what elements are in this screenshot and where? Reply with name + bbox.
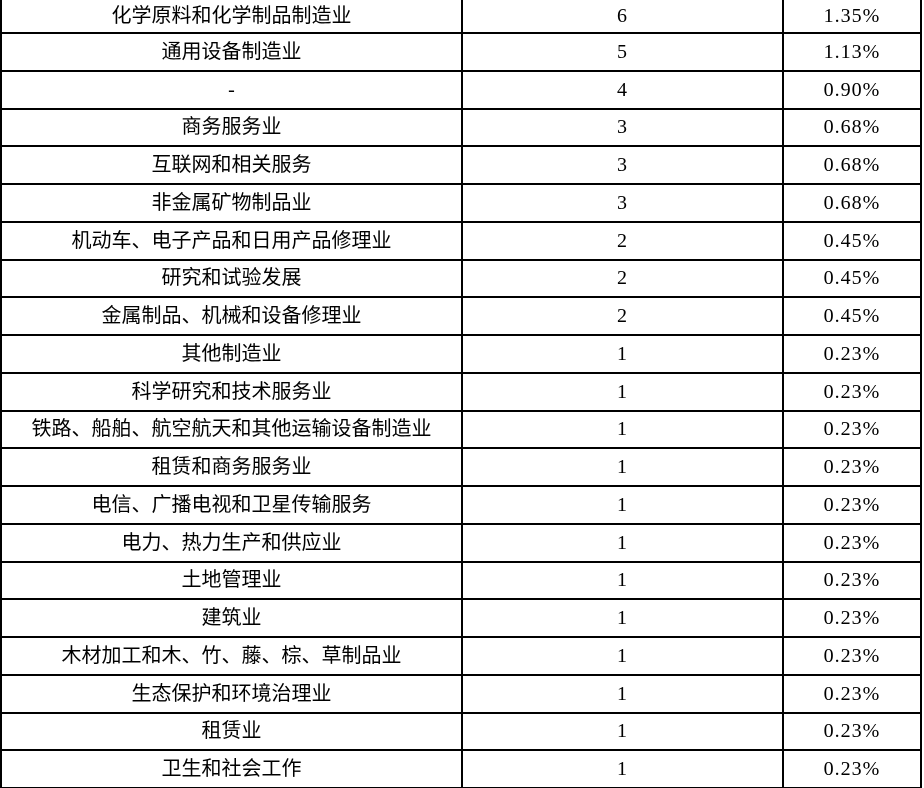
industry-cell: 租赁和商务服务业 — [0, 447, 463, 487]
count-cell: 1 — [461, 636, 784, 676]
industry-cell: 建筑业 — [0, 598, 463, 638]
industry-cell: 化学原料和化学制品制造业 — [0, 0, 463, 34]
table-row: 非金属矿物制品业 3 0.68% — [0, 183, 922, 223]
count-cell: 1 — [461, 598, 784, 638]
count-cell: 4 — [461, 69, 784, 110]
industry-cell: 科学研究和技术服务业 — [0, 371, 463, 412]
percent-cell: 0.23% — [782, 711, 922, 752]
count-cell: 1 — [461, 485, 784, 525]
table-row: 通用设备制造业 5 1.13% — [0, 32, 922, 72]
table-row: 机动车、电子产品和日用产品修理业 2 0.45% — [0, 220, 922, 261]
percent-cell: 0.23% — [782, 636, 922, 676]
industry-cell: 非金属矿物制品业 — [0, 183, 463, 223]
percent-cell: 0.45% — [782, 220, 922, 261]
count-cell: 1 — [461, 447, 784, 487]
table-row: 租赁业 1 0.23% — [0, 711, 922, 752]
percent-cell: 1.35% — [782, 0, 922, 34]
table-row: 租赁和商务服务业 1 0.23% — [0, 447, 922, 487]
percent-cell: 0.23% — [782, 598, 922, 638]
industry-cell: 研究和试验发展 — [0, 258, 463, 299]
industry-cell: 卫生和社会工作 — [0, 749, 463, 788]
industry-cell: 生态保护和环境治理业 — [0, 673, 463, 714]
count-cell: 3 — [461, 183, 784, 223]
table-row: 建筑业 1 0.23% — [0, 598, 922, 638]
count-cell: 3 — [461, 107, 784, 148]
count-cell: 1 — [461, 560, 784, 601]
count-cell: 1 — [461, 371, 784, 412]
count-cell: 1 — [461, 749, 784, 788]
count-cell: 1 — [461, 711, 784, 752]
count-cell: 2 — [461, 258, 784, 299]
count-cell: 6 — [461, 0, 784, 34]
table-row: 互联网和相关服务 3 0.68% — [0, 145, 922, 185]
table-row: 商务服务业 3 0.68% — [0, 107, 922, 148]
count-cell: 3 — [461, 145, 784, 185]
percent-cell: 0.23% — [782, 447, 922, 487]
industry-cell: 电信、广播电视和卫星传输服务 — [0, 485, 463, 525]
industry-cell: 租赁业 — [0, 711, 463, 752]
industry-cell: 金属制品、机械和设备修理业 — [0, 296, 463, 336]
percent-cell: 0.45% — [782, 258, 922, 299]
industry-cell: - — [0, 69, 463, 110]
table-row: 研究和试验发展 2 0.45% — [0, 258, 922, 299]
table-row: 金属制品、机械和设备修理业 2 0.45% — [0, 296, 922, 336]
percent-cell: 0.45% — [782, 296, 922, 336]
table-row: 生态保护和环境治理业 1 0.23% — [0, 673, 922, 714]
table-row: 化学原料和化学制品制造业 6 1.35% — [0, 0, 922, 34]
industry-cell: 机动车、电子产品和日用产品修理业 — [0, 220, 463, 261]
percent-cell: 0.23% — [782, 522, 922, 563]
industry-cell: 商务服务业 — [0, 107, 463, 148]
table-row: 卫生和社会工作 1 0.23% — [0, 749, 922, 788]
percent-cell: 0.90% — [782, 69, 922, 110]
table-row: - 4 0.90% — [0, 69, 922, 110]
table-row: 电信、广播电视和卫星传输服务 1 0.23% — [0, 485, 922, 525]
percent-cell: 0.23% — [782, 673, 922, 714]
industry-cell: 木材加工和木、竹、藤、棕、草制品业 — [0, 636, 463, 676]
count-cell: 1 — [461, 522, 784, 563]
industry-cell: 电力、热力生产和供应业 — [0, 522, 463, 563]
percent-cell: 1.13% — [782, 32, 922, 72]
percent-cell: 0.23% — [782, 749, 922, 788]
count-cell: 1 — [461, 673, 784, 714]
industry-cell: 土地管理业 — [0, 560, 463, 601]
table-row: 电力、热力生产和供应业 1 0.23% — [0, 522, 922, 563]
percent-cell: 0.23% — [782, 371, 922, 412]
percent-cell: 0.23% — [782, 560, 922, 601]
table-row: 木材加工和木、竹、藤、棕、草制品业 1 0.23% — [0, 636, 922, 676]
table-row: 其他制造业 1 0.23% — [0, 334, 922, 374]
count-cell: 1 — [461, 334, 784, 374]
industry-cell: 互联网和相关服务 — [0, 145, 463, 185]
industry-cell: 其他制造业 — [0, 334, 463, 374]
percent-cell: 0.68% — [782, 107, 922, 148]
percent-cell: 0.23% — [782, 334, 922, 374]
count-cell: 5 — [461, 32, 784, 72]
percent-cell: 0.68% — [782, 145, 922, 185]
count-cell: 1 — [461, 409, 784, 450]
industry-cell: 铁路、船舶、航空航天和其他运输设备制造业 — [0, 409, 463, 450]
table-row: 铁路、船舶、航空航天和其他运输设备制造业 1 0.23% — [0, 409, 922, 450]
industry-cell: 通用设备制造业 — [0, 32, 463, 72]
table-row: 科学研究和技术服务业 1 0.23% — [0, 371, 922, 412]
count-cell: 2 — [461, 296, 784, 336]
table-row: 土地管理业 1 0.23% — [0, 560, 922, 601]
percent-cell: 0.23% — [782, 485, 922, 525]
percent-cell: 0.23% — [782, 409, 922, 450]
percent-cell: 0.68% — [782, 183, 922, 223]
count-cell: 2 — [461, 220, 784, 261]
